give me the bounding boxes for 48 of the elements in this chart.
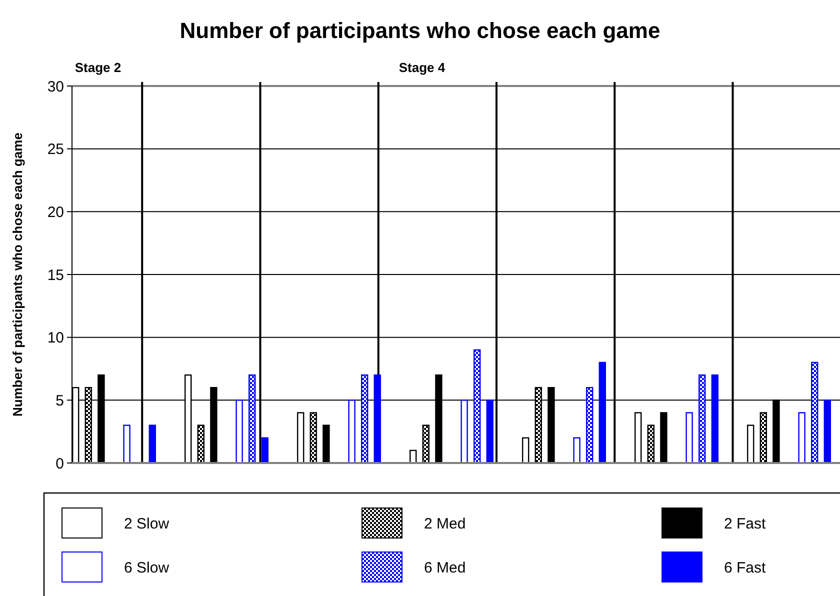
bar [348, 400, 356, 464]
legend-label: 6 Slow [124, 559, 170, 576]
bar [798, 412, 806, 464]
text: Stage 4 [398, 60, 446, 75]
bar [374, 374, 381, 464]
y-tick-label: 10 [47, 330, 64, 347]
bar [261, 437, 268, 464]
bar [698, 374, 706, 464]
bar [236, 400, 243, 464]
legend-label: 2 Slow [124, 515, 170, 532]
y-tick-label: 0 [56, 455, 64, 472]
bar [598, 362, 606, 464]
bar [760, 412, 767, 464]
bar [148, 424, 156, 464]
bar [310, 412, 317, 464]
y-tick-label: 20 [47, 204, 64, 221]
bar [573, 437, 580, 464]
text: Stage 2 [74, 60, 122, 75]
bar [711, 374, 718, 464]
bar [811, 362, 818, 464]
y-tick-label: 15 [47, 266, 64, 284]
bar [123, 424, 130, 464]
bar [361, 374, 368, 464]
bar [322, 424, 330, 464]
bar [824, 400, 831, 464]
legend-label: 2 Med [424, 515, 466, 532]
bar [460, 400, 468, 464]
chart-title: Number of participants who chose each game [180, 18, 660, 43]
bar [634, 412, 642, 464]
y-axis-title: Number of participants who chose each game [10, 132, 25, 416]
y-tick-label: 30 [47, 78, 64, 96]
legend-label: 6 Fast [724, 559, 767, 576]
bar [522, 437, 530, 464]
bar [486, 400, 494, 464]
bar [647, 424, 654, 464]
bar [197, 424, 204, 464]
bar [474, 349, 481, 464]
bar [660, 412, 668, 464]
bar [248, 374, 256, 464]
y-tick-label: 5 [56, 392, 64, 410]
bar [422, 424, 430, 464]
bar [297, 412, 304, 464]
legend-label: 6 Med [424, 559, 466, 576]
bar [686, 412, 693, 464]
y-tick-label: 25 [47, 141, 64, 158]
legend-label: 2 Fast [724, 515, 767, 532]
bar [747, 424, 754, 464]
bar [586, 387, 594, 464]
